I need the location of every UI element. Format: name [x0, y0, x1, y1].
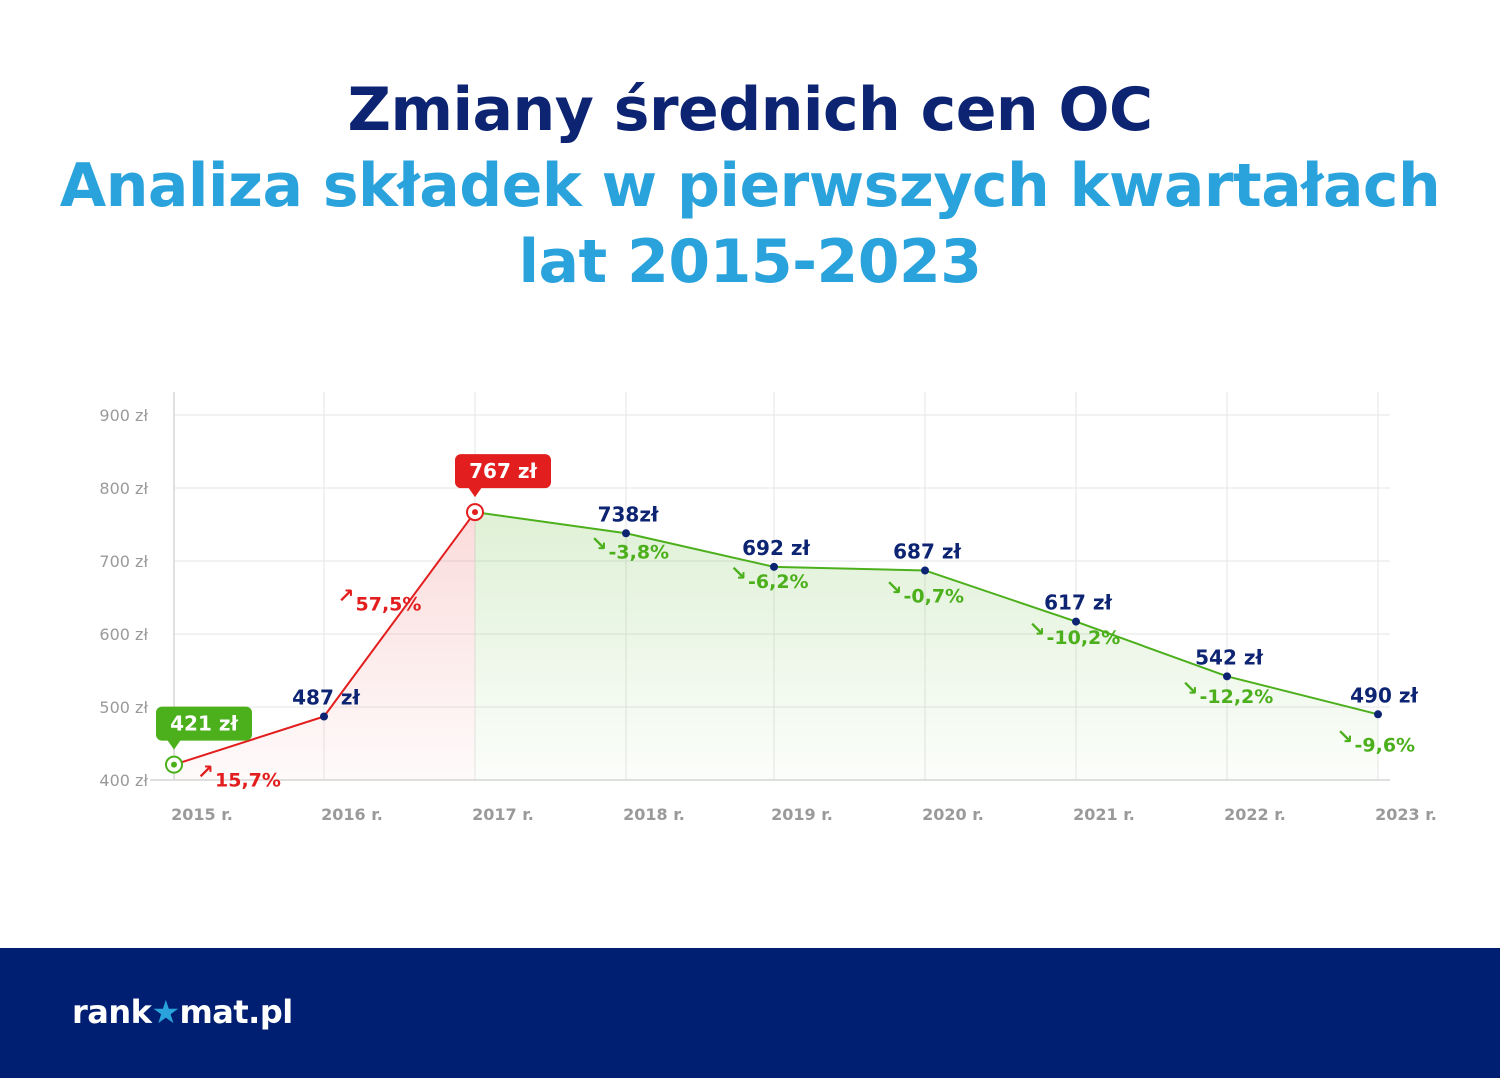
value-badge-label: 421 zł — [170, 712, 238, 736]
area-fall — [475, 512, 1378, 780]
series-line — [173, 511, 1379, 766]
arrow-up-right-icon: ↗ — [197, 760, 214, 784]
change-label: -9,6% — [1355, 734, 1416, 756]
x-tick-label: 2020 r. — [922, 805, 984, 824]
line-segment — [1075, 620, 1228, 678]
arrow-down-right-icon: ↘ — [1337, 724, 1354, 748]
brand-text-end: mat.pl — [179, 993, 293, 1031]
x-tick-label: 2016 r. — [321, 805, 383, 824]
data-point — [1223, 672, 1231, 681]
brand-logo[interactable]: rank★mat.pl — [72, 992, 293, 1032]
value-badge — [156, 706, 252, 741]
data-point-highlight-center — [171, 761, 177, 768]
value-label: 738zł — [598, 502, 659, 526]
y-tick-label: 500 zł — [99, 698, 148, 717]
chart-title-block: Zmiany średnich cen OC Analiza składek w… — [0, 72, 1500, 300]
value-label: 542 zł — [1195, 645, 1263, 669]
x-tick-label: 2018 r. — [623, 805, 685, 824]
y-tick-label: 400 zł — [99, 771, 148, 790]
line-segment — [173, 715, 325, 766]
line-segment — [323, 511, 476, 718]
line-segment — [924, 569, 1077, 623]
change-label: 57,5% — [356, 593, 422, 615]
value-badge — [455, 454, 551, 489]
arrow-down-right-icon: ↘ — [591, 532, 608, 556]
chart-subtitle-line-1: Analiza składek w pierwszych kwartałach — [59, 151, 1441, 221]
x-tick-label: 2021 r. — [1073, 805, 1135, 824]
change-label: -12,2% — [1200, 686, 1274, 708]
value-label: 617 zł — [1044, 591, 1112, 615]
area-fill — [174, 512, 1378, 780]
x-tick-label: 2017 r. — [472, 805, 534, 824]
line-segment — [474, 511, 627, 535]
footer-bar: rank★mat.pl — [0, 948, 1500, 1078]
line-segment — [773, 565, 926, 572]
data-point — [1072, 617, 1080, 626]
data-point — [770, 562, 778, 571]
arrow-down-right-icon: ↘ — [1182, 676, 1199, 700]
value-label: 687 zł — [893, 539, 961, 563]
change-label: -6,2% — [748, 571, 809, 593]
data-points — [165, 503, 1382, 774]
value-badge-label: 767 zł — [469, 459, 537, 483]
x-tick-label: 2015 r. — [171, 805, 233, 824]
change-label: -10,2% — [1047, 627, 1121, 649]
y-tick-label: 700 zł — [99, 552, 148, 571]
chart-subtitle-line-2: lat 2015-2023 — [518, 227, 982, 297]
change-label: -3,8% — [609, 542, 670, 564]
x-tick-label: 2022 r. — [1224, 805, 1286, 824]
line-segment — [625, 532, 775, 568]
labels: 400 zł 500 zł 600 zł 700 zł 800 zł 900 zł 2015… — [99, 406, 1436, 824]
change-label: 15,7% — [215, 770, 281, 792]
y-tick-label: 800 zł — [99, 479, 148, 498]
data-point — [320, 712, 328, 721]
value-label: 487 zł — [292, 685, 360, 709]
arrow-down-right-icon: ↘ — [886, 576, 903, 600]
line-chart: 400 zł 500 zł 600 zł 700 zł 800 zł 900 zł 2015… — [99, 392, 1437, 824]
chart-title: Zmiany średnich cen OC — [347, 75, 1153, 145]
data-point — [1374, 710, 1382, 719]
x-tick-label: 2019 r. — [771, 805, 833, 824]
arrow-down-right-icon: ↘ — [730, 561, 747, 585]
data-point — [622, 529, 630, 538]
value-badge-pointer — [167, 739, 181, 750]
area-rise — [174, 512, 475, 780]
change-label: -0,7% — [904, 586, 965, 608]
brand-text-start: rank — [72, 993, 152, 1031]
arrow-up-right-icon: ↗ — [338, 583, 355, 607]
arrow-down-right-icon: ↘ — [1029, 617, 1046, 641]
line-segment — [1226, 675, 1379, 716]
value-badge-pointer — [468, 487, 482, 498]
data-point-highlight-center — [472, 509, 478, 516]
x-tick-label: 2023 r. — [1375, 805, 1437, 824]
value-label: 490 zł — [1350, 683, 1418, 707]
star-icon: ★ — [151, 993, 180, 1031]
value-label: 692 zł — [742, 536, 810, 560]
y-tick-label: 600 zł — [99, 625, 148, 644]
data-point — [921, 566, 929, 575]
y-tick-label: 900 zł — [99, 406, 148, 425]
